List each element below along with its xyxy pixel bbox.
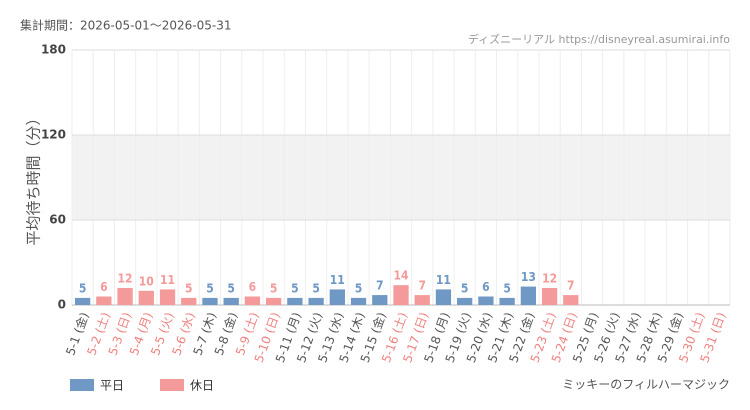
data-label: 6 xyxy=(100,280,108,294)
bar xyxy=(478,296,494,305)
bar xyxy=(202,297,218,305)
bar xyxy=(117,288,133,305)
data-label: 7 xyxy=(567,279,575,293)
bar xyxy=(372,295,388,305)
legend-swatch xyxy=(70,379,94,391)
data-label: 7 xyxy=(418,279,426,293)
data-label: 5 xyxy=(312,281,320,295)
data-label: 11 xyxy=(160,273,175,287)
data-label: 12 xyxy=(542,272,557,286)
legend-label: 平日 xyxy=(100,379,124,393)
y-tick-label: 60 xyxy=(49,213,66,227)
data-label: 5 xyxy=(355,281,363,295)
bar xyxy=(181,297,197,305)
bar xyxy=(287,297,303,305)
legend-label: 休日 xyxy=(190,379,214,393)
data-label: 5 xyxy=(270,281,278,295)
legend-swatch xyxy=(160,379,184,391)
bar xyxy=(96,296,112,305)
data-label: 6 xyxy=(249,280,257,294)
data-label: 6 xyxy=(482,280,490,294)
bar xyxy=(414,295,430,305)
data-label: 5 xyxy=(206,281,214,295)
data-label: 5 xyxy=(227,281,235,295)
bar xyxy=(499,297,515,305)
bar xyxy=(244,296,261,305)
source: ディズニーリアル https://disneyreal.asumirai.inf… xyxy=(468,32,730,46)
y-tick-label: 120 xyxy=(41,128,66,142)
attraction: ミッキーのフィルハーマジック xyxy=(562,378,730,392)
data-label: 5 xyxy=(461,281,469,295)
data-label: 5 xyxy=(185,281,193,295)
data-label: 14 xyxy=(393,269,409,283)
y-tick-label: 180 xyxy=(41,43,66,57)
data-label: 5 xyxy=(79,281,87,295)
data-label: 12 xyxy=(118,272,133,286)
data-label: 7 xyxy=(376,279,384,293)
bar xyxy=(541,288,558,305)
bar xyxy=(138,290,154,305)
y-axis-label: 平均待ち時間（分） xyxy=(25,110,43,245)
bar xyxy=(520,286,536,305)
bar xyxy=(223,297,239,305)
bar xyxy=(457,297,473,305)
bar xyxy=(435,289,452,305)
y-tick-label: 0 xyxy=(58,298,66,312)
bar xyxy=(563,295,579,305)
bar xyxy=(308,297,324,305)
data-label: 13 xyxy=(521,270,536,284)
bar xyxy=(350,297,367,305)
bar xyxy=(159,289,176,305)
data-label: 10 xyxy=(139,274,154,288)
bar xyxy=(74,297,91,305)
grid-band xyxy=(72,135,730,220)
data-label: 5 xyxy=(291,281,299,295)
bar xyxy=(266,297,282,305)
data-label: 11 xyxy=(330,273,345,287)
bar xyxy=(329,289,345,305)
period: 集計期間：2026-05-01～2026-05-31 xyxy=(20,18,231,33)
bar xyxy=(393,285,409,305)
data-label: 11 xyxy=(436,273,451,287)
data-label: 5 xyxy=(503,281,511,295)
